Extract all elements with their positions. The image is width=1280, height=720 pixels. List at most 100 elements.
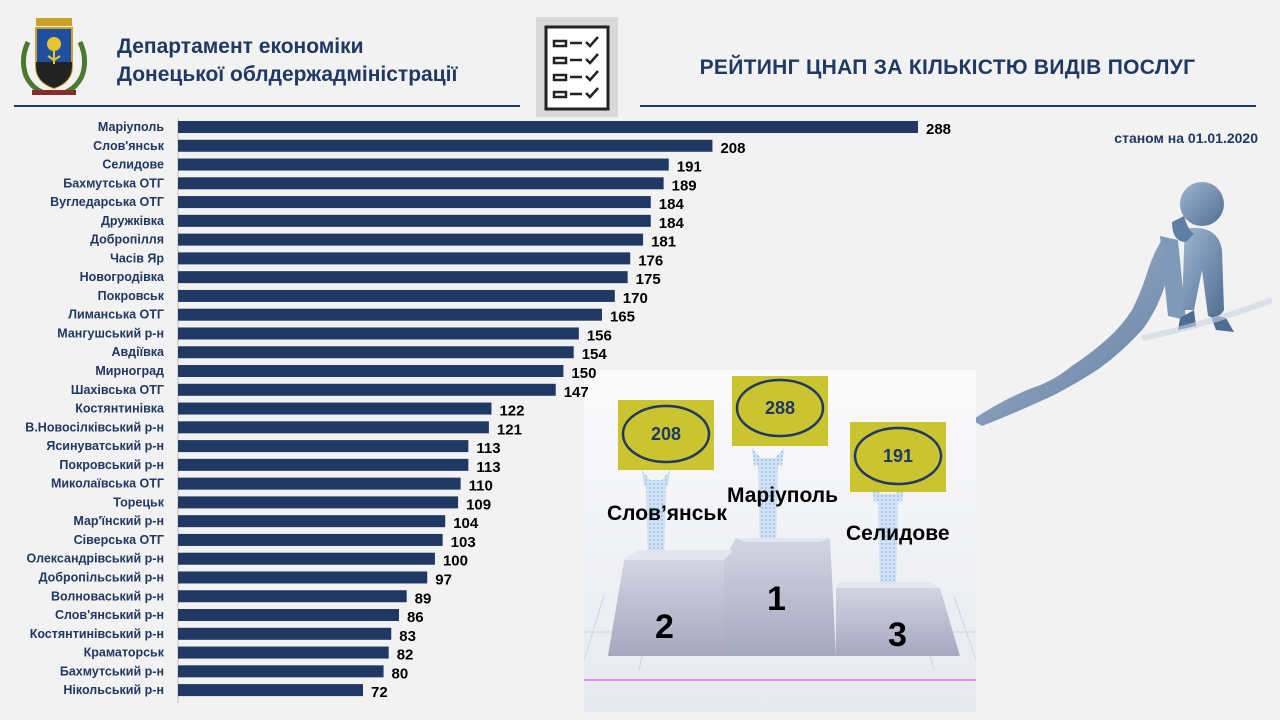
category-label: Краматорськ bbox=[84, 646, 165, 660]
bar bbox=[178, 402, 492, 415]
data-label: 104 bbox=[453, 515, 479, 532]
category-label: Слов'янськ bbox=[93, 139, 165, 153]
podium-second-value: 208 bbox=[650, 424, 682, 444]
category-label: Добропілля bbox=[90, 233, 164, 247]
data-label: 110 bbox=[469, 478, 493, 495]
bar bbox=[178, 346, 574, 359]
category-label: Мирноград bbox=[95, 364, 164, 378]
bar bbox=[178, 552, 435, 565]
bar bbox=[178, 365, 564, 378]
category-label: Бахмутська ОТГ bbox=[63, 176, 164, 190]
category-label: Нікольський р-н bbox=[63, 683, 164, 697]
data-label: 165 bbox=[610, 309, 635, 326]
header-divider-right bbox=[640, 105, 1256, 107]
data-label: 113 bbox=[476, 440, 500, 457]
category-label: Лиманська ОТГ bbox=[68, 308, 164, 322]
checklist-icon bbox=[536, 17, 618, 117]
data-label: 86 bbox=[407, 609, 424, 626]
podium-second-name: Слов’янськ bbox=[607, 502, 727, 525]
data-label: 109 bbox=[466, 496, 491, 513]
department-line-2: Донецької облдержадміністрації bbox=[117, 63, 458, 86]
data-label: 147 bbox=[564, 384, 589, 401]
category-label: Ясинуватський р-н bbox=[46, 439, 164, 453]
data-label: 150 bbox=[571, 365, 596, 382]
podium-first-value: 288 bbox=[764, 398, 796, 418]
data-label: 288 bbox=[926, 121, 951, 138]
department-name: Департамент економіки Донецької облдержа… bbox=[117, 33, 457, 89]
data-label: 82 bbox=[397, 647, 414, 664]
bar bbox=[178, 271, 628, 284]
category-label: Слов'янський р-н bbox=[55, 608, 164, 622]
bar bbox=[178, 121, 918, 133]
data-label: 100 bbox=[443, 553, 468, 570]
category-label: Новогродівка bbox=[80, 270, 165, 284]
data-label: 208 bbox=[720, 140, 745, 157]
data-label: 121 bbox=[497, 421, 522, 438]
bar bbox=[178, 214, 651, 227]
bar bbox=[178, 233, 644, 246]
data-label: 191 bbox=[677, 159, 702, 176]
date-note: станом на 01.01.2020 bbox=[1114, 130, 1258, 146]
bar bbox=[178, 571, 428, 584]
data-label: 72 bbox=[371, 684, 388, 701]
podium-third-name: Селидове bbox=[846, 522, 950, 545]
data-label: 97 bbox=[435, 571, 452, 588]
category-label: Мар'їнский р-н bbox=[73, 514, 164, 528]
category-label: Олександрівський р-н bbox=[27, 552, 164, 566]
bar bbox=[178, 665, 384, 678]
header-divider-left bbox=[14, 105, 520, 107]
data-label: 103 bbox=[451, 534, 476, 551]
bar bbox=[178, 646, 389, 659]
category-label: Сіверська ОТГ bbox=[74, 533, 164, 547]
category-label: Часів Яр bbox=[110, 251, 164, 265]
data-label: 83 bbox=[399, 628, 416, 645]
bar bbox=[178, 458, 469, 471]
bar bbox=[178, 139, 713, 152]
bar bbox=[178, 477, 461, 490]
category-label: Миколаївська ОТГ bbox=[51, 477, 164, 491]
data-label: 176 bbox=[638, 252, 663, 269]
category-label: Маріуполь bbox=[98, 120, 164, 134]
category-label: Волноваський р-н bbox=[51, 589, 164, 603]
data-label: 156 bbox=[587, 327, 612, 344]
bar bbox=[178, 158, 669, 171]
data-label: 113 bbox=[476, 459, 500, 476]
data-label: 175 bbox=[636, 271, 661, 288]
category-label: Костянтинівський р-н bbox=[30, 627, 164, 641]
bar bbox=[178, 533, 443, 546]
data-label: 170 bbox=[623, 290, 648, 307]
data-label: 154 bbox=[582, 346, 608, 363]
data-label: 122 bbox=[499, 403, 524, 420]
podium-illustration bbox=[584, 370, 976, 712]
category-label: Бахмутський р-н bbox=[60, 664, 164, 678]
podium-place-2: 2 bbox=[655, 608, 674, 646]
category-label: Селидове bbox=[102, 158, 164, 172]
bar bbox=[178, 684, 363, 697]
bar bbox=[178, 383, 556, 396]
bar bbox=[178, 496, 459, 509]
thinker-figure-icon bbox=[972, 182, 1272, 426]
category-label: Вугледарська ОТГ bbox=[50, 195, 164, 209]
department-line-1: Департамент економіки bbox=[117, 35, 364, 58]
bar bbox=[178, 609, 399, 622]
category-label: Шахівська ОТГ bbox=[71, 383, 164, 397]
podium-third-value: 191 bbox=[882, 446, 914, 466]
category-label: Покровськ bbox=[98, 289, 165, 303]
category-label: Покровський р-н bbox=[59, 458, 164, 472]
podium-first-name: Маріуполь bbox=[727, 484, 839, 507]
bar bbox=[178, 177, 664, 190]
data-label: 184 bbox=[659, 196, 685, 213]
category-label: Дружківка bbox=[101, 214, 165, 228]
data-label: 80 bbox=[392, 665, 409, 682]
bar bbox=[178, 627, 392, 640]
podium-place-1: 1 bbox=[767, 580, 786, 618]
coat-of-arms-icon bbox=[20, 18, 88, 95]
bar bbox=[178, 308, 602, 321]
data-label: 181 bbox=[651, 234, 676, 251]
bar-chart: Маріуполь 288 Слов'янськ 208 Селидове 191 Бахм… bbox=[25, 118, 951, 703]
bar bbox=[178, 590, 407, 603]
data-label: 89 bbox=[415, 590, 432, 607]
bar bbox=[178, 252, 631, 265]
category-label: В.Новосілківський р-н bbox=[25, 420, 164, 434]
category-label: Добропільський р-н bbox=[39, 570, 164, 584]
